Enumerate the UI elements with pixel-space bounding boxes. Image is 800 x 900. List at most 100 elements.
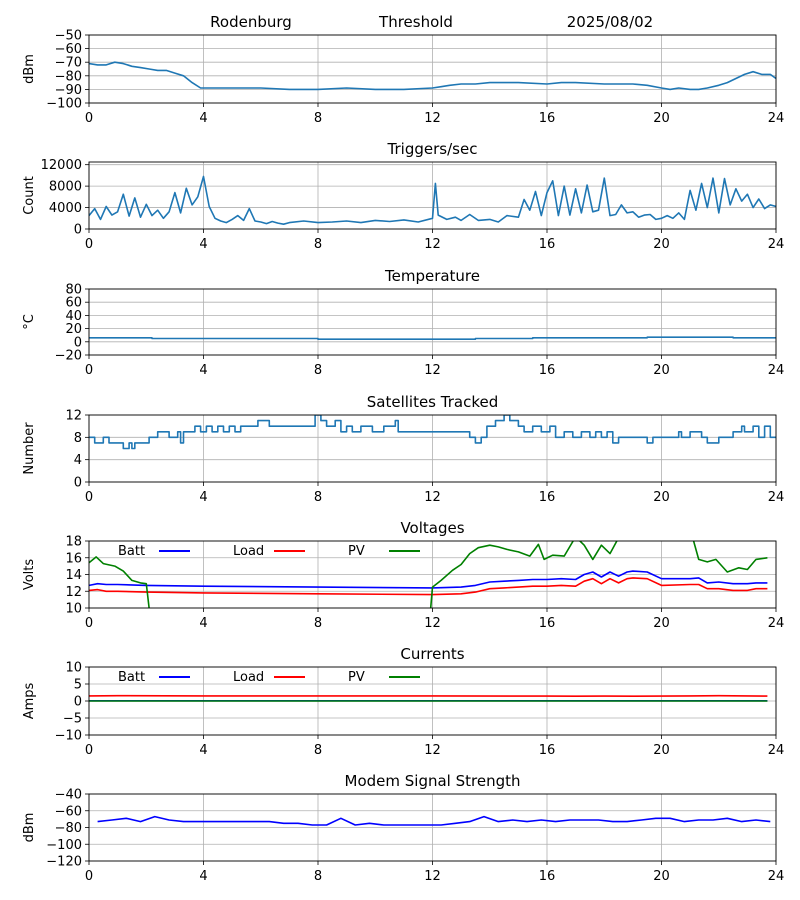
x-tick-label: 24 xyxy=(768,111,785,126)
y-axis-label: Volts xyxy=(22,559,37,591)
y-tick-label: 12 xyxy=(65,409,82,424)
x-tick-label: 4 xyxy=(199,616,207,631)
y-tick-label: −100 xyxy=(46,838,82,853)
y-tick-label: 4000 xyxy=(49,201,82,216)
y-tick-label: 4 xyxy=(74,453,82,468)
x-tick-label: 24 xyxy=(768,237,785,252)
legend-label-batt: Batt xyxy=(118,544,145,559)
x-tick-label: 12 xyxy=(424,237,441,252)
x-tick-label: 12 xyxy=(424,869,441,884)
x-tick-label: 12 xyxy=(424,616,441,631)
x-tick-label: 16 xyxy=(539,616,556,631)
chart-panel-currents: 0 4 8 12 16 20 24 −10 −5 0 5 10 Currents Amps Batt Load… xyxy=(22,645,784,758)
chart-title: Currents xyxy=(400,645,464,663)
series-line-pv xyxy=(89,541,768,608)
x-tick-label: 0 xyxy=(85,363,93,378)
y-tick-label: −70 xyxy=(55,56,82,71)
x-tick-label: 4 xyxy=(199,490,207,505)
legend-label-load: Load xyxy=(233,670,264,685)
x-tick-label: 8 xyxy=(314,616,322,631)
x-tick-label: 16 xyxy=(539,363,556,378)
y-tick-label: 0 xyxy=(74,335,82,350)
x-tick-label: 8 xyxy=(314,869,322,884)
x-tick-label: 16 xyxy=(539,237,556,252)
y-tick-label: −80 xyxy=(55,69,82,84)
y-axis-label: Number xyxy=(22,422,37,475)
y-tick-label: 8 xyxy=(74,431,82,446)
x-tick-label: 20 xyxy=(653,490,670,505)
chart-panel-satellites: 0 4 8 12 16 20 24 0 4 8 12 Satellites Tracked Number xyxy=(22,393,784,505)
x-tick-label: 12 xyxy=(424,363,441,378)
series-line-load xyxy=(89,577,768,596)
y-tick-label: 0 xyxy=(74,695,82,710)
y-axis-label: Amps xyxy=(22,682,37,719)
x-tick-label: 0 xyxy=(85,616,93,631)
y-tick-label: −10 xyxy=(55,729,82,744)
x-tick-label: 4 xyxy=(199,237,207,252)
x-tick-label: 16 xyxy=(539,111,556,126)
y-tick-label: −90 xyxy=(55,83,82,98)
x-tick-label: 0 xyxy=(85,490,93,505)
x-tick-label: 4 xyxy=(199,363,207,378)
y-tick-label: 40 xyxy=(65,309,82,324)
y-tick-label: −80 xyxy=(55,821,82,836)
x-tick-label: 12 xyxy=(424,743,441,758)
y-tick-label: 60 xyxy=(65,296,82,311)
legend-label-load: Load xyxy=(233,544,264,559)
series-line-batt xyxy=(89,570,768,589)
x-tick-label: 20 xyxy=(653,616,670,631)
x-tick-label: 16 xyxy=(539,490,556,505)
y-axis-label: °C xyxy=(22,314,37,330)
x-tick-label: 8 xyxy=(314,237,322,252)
chart-title: Triggers/sec xyxy=(387,140,478,158)
chart-title: Temperature xyxy=(384,267,480,285)
x-tick-label: 8 xyxy=(314,490,322,505)
legend-label-batt: Batt xyxy=(118,670,145,685)
y-tick-label: 10 xyxy=(65,602,82,617)
header-mode: Threshold xyxy=(378,13,453,31)
y-tick-label: 16 xyxy=(65,551,82,566)
y-tick-label: 14 xyxy=(65,568,82,583)
y-tick-label: −100 xyxy=(46,97,82,112)
x-tick-label: 0 xyxy=(85,111,93,126)
x-tick-label: 4 xyxy=(199,743,207,758)
x-tick-label: 0 xyxy=(85,743,93,758)
series-line-load xyxy=(89,694,768,698)
x-tick-label: 24 xyxy=(768,490,785,505)
y-tick-label: −50 xyxy=(55,29,82,44)
chart-title: Voltages xyxy=(400,519,464,537)
legend-label-pv: PV xyxy=(348,544,365,559)
x-tick-label: 12 xyxy=(424,111,441,126)
y-axis-label: dBm xyxy=(22,813,37,843)
x-tick-label: 16 xyxy=(539,869,556,884)
chart-title: Modem Signal Strength xyxy=(345,772,521,790)
y-axis-label: dBm xyxy=(22,54,37,84)
x-tick-label: 0 xyxy=(85,869,93,884)
x-tick-label: 0 xyxy=(85,237,93,252)
y-tick-label: 5 xyxy=(74,678,82,693)
x-tick-label: 8 xyxy=(314,111,322,126)
y-tick-label: −20 xyxy=(55,349,82,364)
series-line-signal xyxy=(89,61,776,91)
y-tick-label: −40 xyxy=(55,788,82,803)
y-tick-label: 8000 xyxy=(49,180,82,195)
chart-panel-modem: 0 4 8 12 16 20 24 −120 −100 −80 −60−40 Modem Signal… xyxy=(22,772,784,884)
legend-label-pv: PV xyxy=(348,670,365,685)
x-tick-label: 20 xyxy=(653,237,670,252)
series-line-triggers xyxy=(89,175,776,225)
chart-panel-signal: 0 4 8 12 16 20 24 −100−90−80−70−60−50 dBm xyxy=(22,29,784,127)
x-tick-label: 20 xyxy=(653,869,670,884)
y-tick-label: 12 xyxy=(65,585,82,600)
x-tick-label: 4 xyxy=(199,111,207,126)
x-tick-label: 24 xyxy=(768,616,785,631)
y-tick-label: 12000 xyxy=(41,158,82,173)
x-tick-label: 24 xyxy=(768,743,785,758)
y-tick-label: 20 xyxy=(65,322,82,337)
series-line-satellites xyxy=(89,415,776,450)
y-tick-label: −120 xyxy=(46,855,82,870)
y-tick-label: −5 xyxy=(63,712,82,727)
chart-title: Satellites Tracked xyxy=(367,393,498,411)
y-tick-label: −60 xyxy=(55,42,82,57)
